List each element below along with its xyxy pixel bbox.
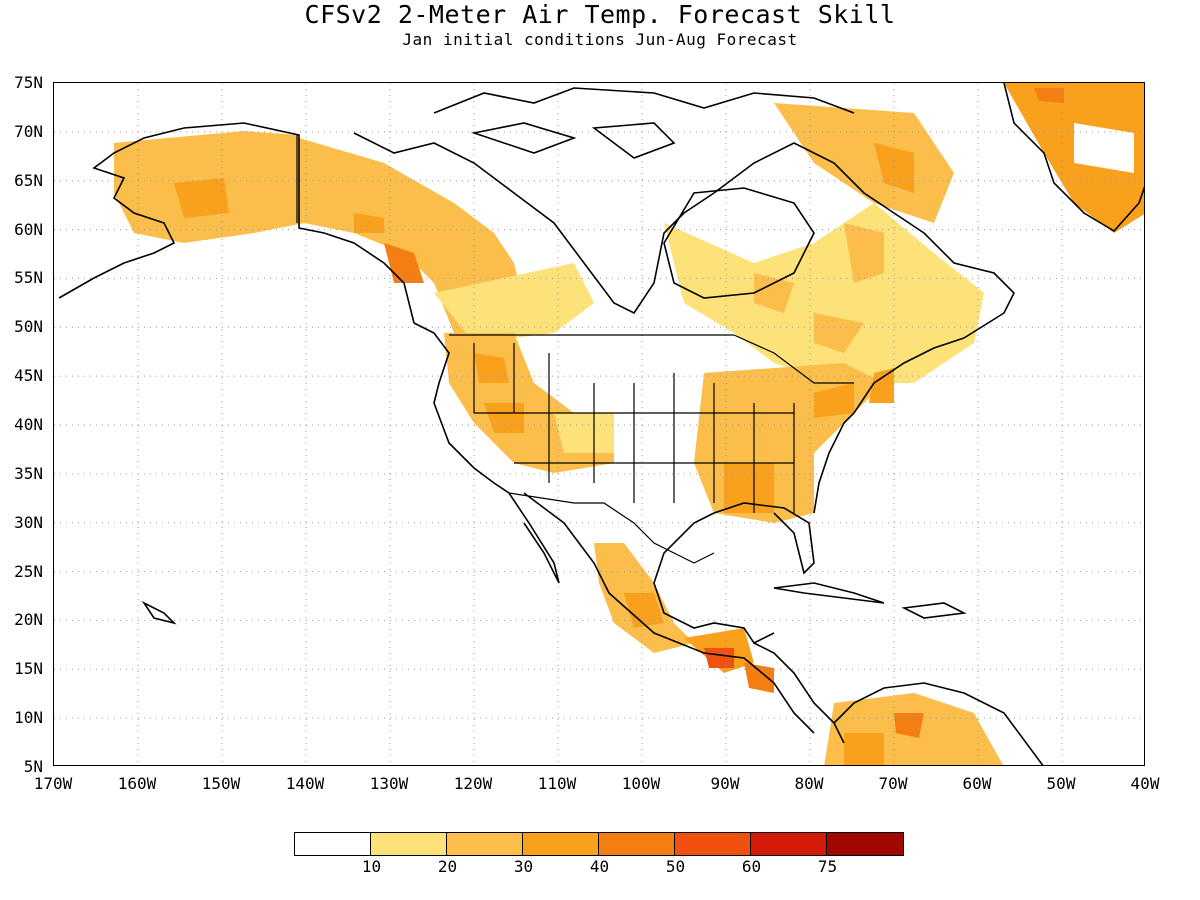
colorbar-label: 30 [513,857,534,876]
political-borders [296,135,854,564]
latitude-label: 65N [14,170,43,190]
longitude-label: 90W [710,774,740,793]
latitude-label: 45N [14,366,43,386]
colorbar-label: 20 [437,857,458,876]
colorbar-label: 50 [665,857,686,876]
latitude-label: 25N [14,561,43,581]
colorbar-swatch [675,833,751,855]
latitude-label: 15N [14,659,43,679]
longitude-label: 120W [453,774,493,793]
coastlines [58,83,1144,765]
longitude-label: 60W [962,774,992,793]
latitude-label: 60N [14,219,43,239]
latitude-label: 5N [23,757,43,776]
latitude-label: 70N [14,121,43,141]
longitude-label: 170W [33,774,73,793]
longitude-label: 70W [878,774,908,793]
longitude-label: 150W [201,774,241,793]
longitude-label: 40W [1130,774,1160,793]
latitude-label: 55N [14,268,43,288]
colorbar-swatch [827,833,903,855]
latitude-label: 40N [14,415,43,434]
latitude-label: 50N [14,317,43,337]
colorbar-swatch [447,833,523,855]
colorbar-swatch [751,833,827,855]
latitude-label: 35N [14,463,43,483]
longitude-label: 160W [117,774,157,793]
forecast-skill-map [53,82,1145,766]
map-canvas [54,83,1144,765]
longitude-label: 130W [369,774,409,793]
longitude-label: 110W [537,774,577,793]
colorbar-swatch [523,833,599,855]
latitude-label: 10N [14,708,43,728]
colorbar-label: 60 [741,857,762,876]
colorbar [294,832,904,856]
longitude-label: 100W [621,774,661,793]
colorbar-label: 40 [589,857,610,876]
map-subtitle: Jan initial conditions Jun-Aug Forecast [402,30,798,49]
longitude-label: 50W [1046,774,1076,793]
colorbar-label: 10 [361,857,382,876]
colorbar-label: 75 [817,857,838,876]
colorbar-swatch [295,833,371,855]
latitude-label: 75N [14,73,43,92]
latitude-label: 20N [14,610,43,630]
map-title: CFSv2 2-Meter Air Temp. Forecast Skill [304,0,896,29]
colorbar-swatch [599,833,675,855]
colorbar-swatch [371,833,447,855]
latitude-label: 30N [14,512,43,532]
longitude-label: 80W [794,774,824,793]
longitude-label: 140W [285,774,325,793]
skill-shading [114,83,1144,765]
